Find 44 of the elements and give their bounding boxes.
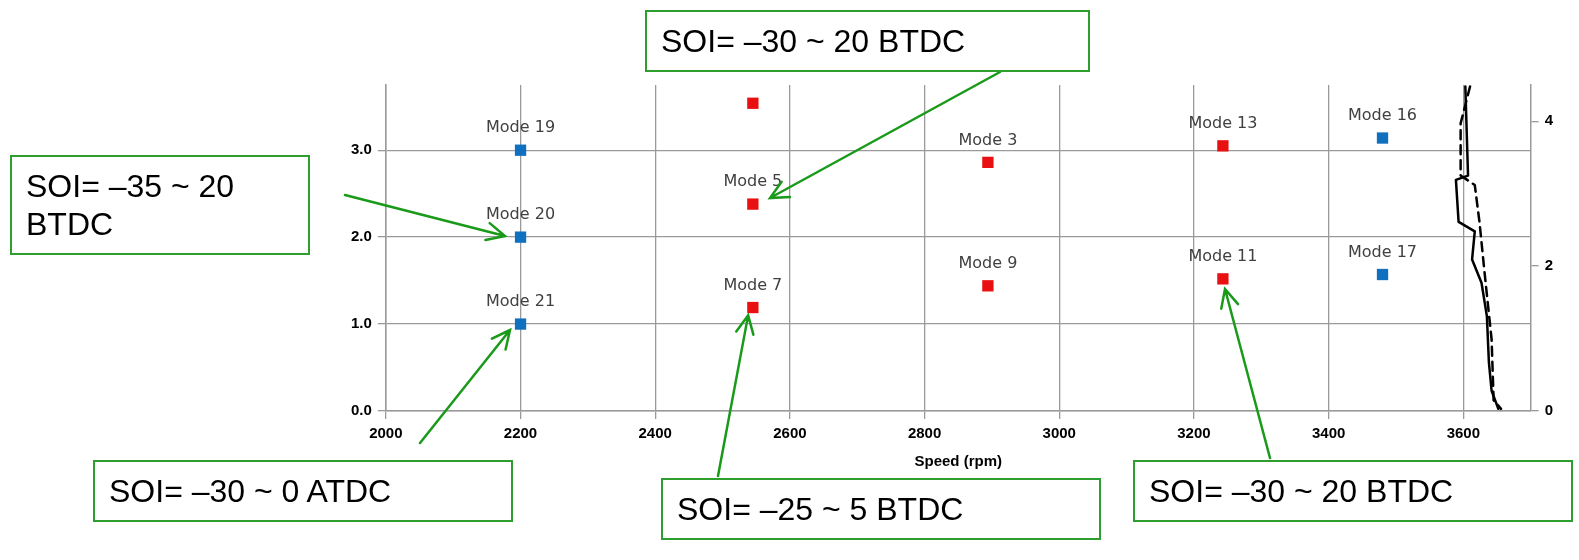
data-label: Mode 20 — [486, 204, 556, 224]
x-tick-label: 2200 — [503, 424, 538, 442]
y2-tick-label: 0 — [1544, 401, 1553, 419]
data-label: Mode 19 — [486, 117, 556, 137]
text: SOI= –30 ~ 0 ATDC — [93, 460, 513, 522]
y-tick-label: 1.0 — [350, 314, 372, 332]
data-label: Mode 3 — [958, 129, 1018, 149]
x-tick-label: 3200 — [1177, 424, 1211, 442]
data-label: Mode 7 — [723, 274, 783, 294]
text: SOI= –30 ~ 20 BTDC — [1133, 460, 1573, 522]
y2-tick-label: 2 — [1544, 256, 1553, 274]
point — [514, 318, 527, 330]
data-label: Mode 13 — [1188, 113, 1258, 133]
point — [747, 97, 759, 109]
point — [747, 301, 759, 314]
point — [982, 156, 994, 169]
x-tick-label: 2600 — [773, 424, 807, 442]
x-axis-title: Speed (rpm) — [914, 452, 1003, 470]
point — [1217, 273, 1229, 285]
point — [1376, 132, 1389, 144]
text: SOI= –30 ~ 20 BTDC — [645, 10, 1090, 72]
point — [514, 231, 527, 243]
point — [1217, 140, 1229, 152]
y2-tick-label: 4 — [1544, 111, 1554, 129]
y-tick-label: 3.0 — [350, 140, 372, 158]
data-label: Mode 9 — [958, 252, 1018, 272]
point — [982, 280, 994, 292]
y-tick-label: 2.0 — [350, 227, 372, 245]
x-tick-label: 2400 — [638, 424, 672, 442]
point — [1376, 268, 1389, 281]
x-tick-label: 3600 — [1446, 424, 1480, 442]
data-label: Mode 21 — [486, 291, 556, 311]
x-tick-label: 2800 — [907, 424, 942, 442]
annotation: SOI= –25 ~ 5 BTDC — [661, 478, 1101, 540]
data-label: Mode 11 — [1188, 246, 1258, 266]
data-label: Mode 17 — [1347, 241, 1418, 261]
point — [514, 144, 527, 156]
point — [747, 198, 759, 210]
x-tick-label: 3000 — [1042, 424, 1076, 442]
text: SOI= –35 ~ 20 BTDC — [10, 155, 310, 255]
data-label: Mode 16 — [1347, 105, 1418, 125]
x-tick-label: 2000 — [369, 424, 403, 442]
y-tick-label: 0.0 — [350, 401, 372, 419]
x-tick-label: 3400 — [1311, 424, 1346, 442]
